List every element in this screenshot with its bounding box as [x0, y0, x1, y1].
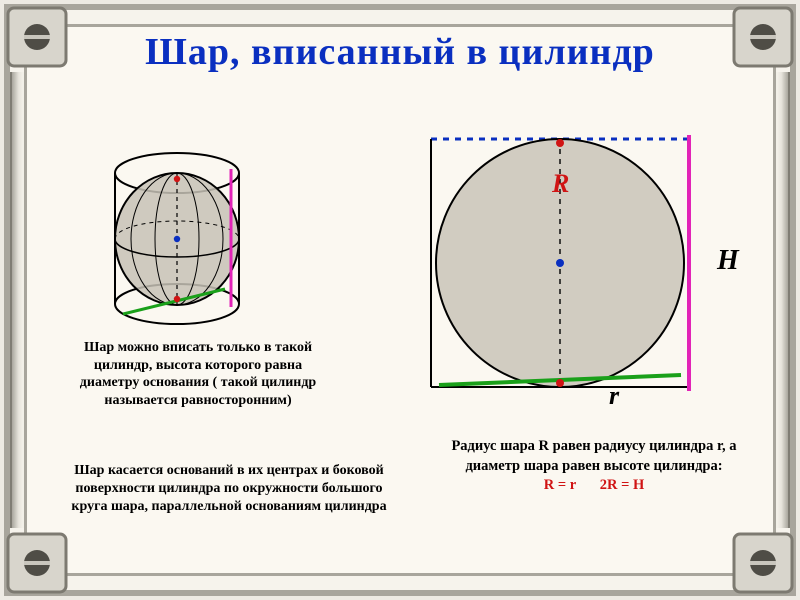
- label-r: r: [609, 381, 619, 411]
- formula-line: R = r 2R = H: [439, 476, 749, 496]
- corner-tl-icon: [6, 6, 68, 68]
- caption-tangency: Шар касается оснований в их центрах и бо…: [59, 462, 399, 517]
- caption-cylinder-condition: Шар можно вписать только в такой цилиндр…: [73, 339, 323, 409]
- figure-circle-in-square: [399, 125, 719, 405]
- content-panel: Шар, вписанный в цилиндр: [24, 24, 776, 576]
- caption-radius-text: Радиус шара R равен радиусу цилиндра r, …: [439, 437, 749, 476]
- corner-bl-icon: [6, 532, 68, 594]
- figure-sphere-in-cylinder: [97, 149, 257, 339]
- formula-1: R = r: [544, 476, 576, 496]
- label-R: R: [552, 169, 569, 199]
- corner-tr-icon: [732, 6, 794, 68]
- corner-br-icon: [732, 532, 794, 594]
- slide-title: Шар, вписанный в цилиндр: [27, 33, 773, 73]
- label-H: H: [717, 245, 739, 277]
- caption-radius-relation: Радиус шара R равен радиусу цилиндра r, …: [439, 437, 749, 496]
- formula-2: 2R = H: [600, 476, 645, 496]
